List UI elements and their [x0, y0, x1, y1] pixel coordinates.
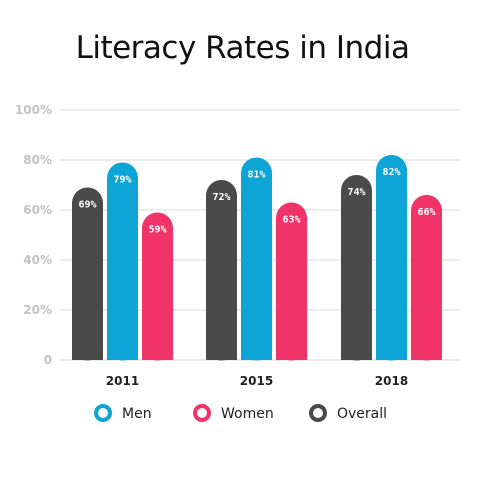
bar [341, 175, 372, 361]
bar-data-label: 63% [282, 215, 300, 226]
bar-base [72, 344, 103, 360]
bar-base [206, 344, 237, 360]
legend-marker [94, 404, 112, 422]
bar-data-label: 66% [417, 207, 435, 218]
legend-marker [309, 404, 327, 422]
bar [241, 157, 272, 361]
chart-title: Literacy Rates in India [75, 30, 410, 66]
bar [107, 162, 138, 361]
bar-base [142, 344, 173, 360]
bar [206, 180, 237, 361]
bar-data-label: 59% [148, 225, 166, 236]
x-tick-label: 2015 [240, 374, 273, 388]
bar-base [411, 344, 442, 360]
bar-data-label: 81% [247, 170, 265, 181]
legend-label: Women [221, 406, 274, 422]
bar-data-label: 72% [212, 192, 230, 203]
x-tick-label: 2018 [375, 374, 408, 388]
bar-base [376, 344, 407, 360]
y-tick-label: 100% [15, 103, 52, 117]
y-tick-label: 80% [23, 153, 52, 167]
bar [376, 155, 407, 361]
bar-data-label: 79% [113, 175, 131, 186]
y-tick-label: 60% [23, 203, 52, 217]
bar [276, 202, 307, 361]
x-tick-label: 2011 [106, 374, 139, 388]
bar [72, 187, 103, 361]
bar-base [341, 344, 372, 360]
bar-data-label: 69% [78, 200, 96, 211]
bar-base [107, 344, 138, 360]
y-tick-label: 0 [44, 353, 52, 367]
legend-marker [193, 404, 211, 422]
bar-base [241, 344, 272, 360]
y-tick-label: 20% [23, 303, 52, 317]
y-tick-label: 40% [23, 253, 52, 267]
legend-label: Men [122, 406, 152, 422]
bar-data-label: 74% [347, 187, 365, 198]
bar [142, 212, 173, 361]
bar [411, 195, 442, 361]
legend-label: Overall [337, 406, 387, 422]
bar-data-label: 82% [382, 167, 400, 178]
bar-base [276, 344, 307, 360]
